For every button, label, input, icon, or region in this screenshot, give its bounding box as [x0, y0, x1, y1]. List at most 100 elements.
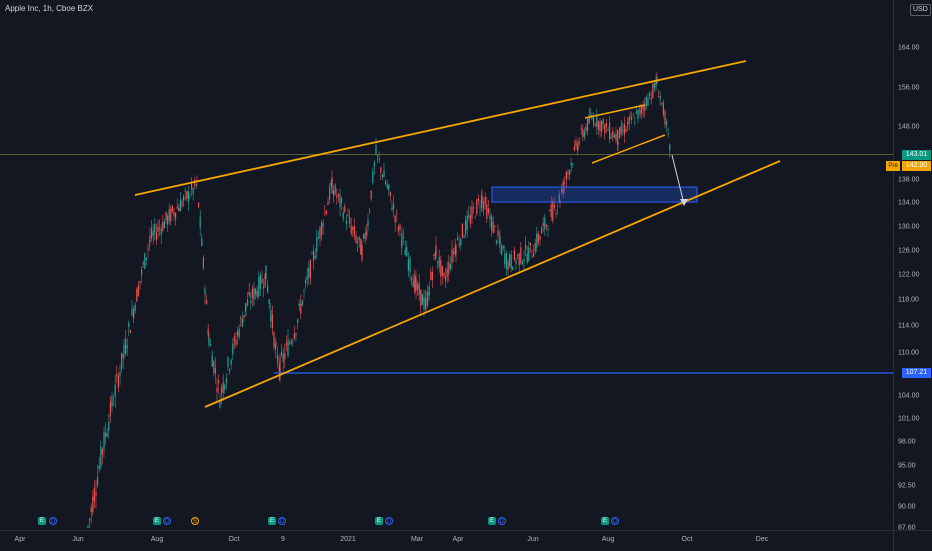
- demand-zone[interactable]: [491, 186, 698, 203]
- candle-body: [441, 265, 443, 276]
- candle-body: [494, 225, 496, 227]
- candle-body: [428, 286, 430, 296]
- candle-body: [373, 162, 375, 167]
- candle-body: [357, 241, 359, 244]
- candle-body: [597, 121, 599, 130]
- candle-body: [230, 359, 232, 365]
- candle-body: [517, 255, 519, 257]
- candle-body: [449, 264, 451, 269]
- earnings-marker[interactable]: E: [153, 517, 161, 525]
- earnings-marker[interactable]: E: [488, 517, 496, 525]
- candle-body: [479, 206, 481, 208]
- dividend-marker[interactable]: D: [498, 517, 506, 525]
- candle-body: [577, 141, 579, 150]
- axis-corner: [893, 530, 932, 551]
- price-tick-label: 114.00: [898, 322, 919, 330]
- earnings-marker[interactable]: E: [601, 517, 609, 525]
- candle-body: [473, 207, 475, 209]
- channel-upper-line[interactable]: [584, 104, 646, 119]
- time-axis[interactable]: Apr Jun Aug Oct 9 2021 Mar Apr Jun Aug Oct Dec: [0, 530, 893, 551]
- upper-trendline[interactable]: [134, 60, 747, 196]
- candle-body: [521, 261, 523, 265]
- candle-body: [617, 141, 619, 145]
- candle-body: [316, 237, 318, 252]
- candle-body: [100, 446, 102, 468]
- candle-body: [147, 248, 149, 250]
- candle-body: [396, 213, 398, 215]
- candle-body: [111, 396, 113, 407]
- candle-body: [401, 232, 403, 240]
- candle-body: [443, 273, 445, 277]
- earnings-marker[interactable]: E: [268, 517, 276, 525]
- candle-body: [157, 226, 159, 232]
- candle-body: [298, 303, 300, 306]
- candle-body: [250, 301, 252, 303]
- candle-body: [339, 194, 341, 207]
- candle-body: [629, 115, 631, 117]
- candle-body: [186, 191, 188, 199]
- candle-body: [198, 202, 200, 208]
- price-chart[interactable]: [0, 0, 893, 530]
- candle-body: [290, 341, 292, 344]
- currency-badge[interactable]: USD: [910, 4, 931, 16]
- candle-body: [142, 263, 144, 265]
- candle-body: [404, 249, 406, 256]
- candle-body: [378, 159, 380, 161]
- price-tick-label: 95.00: [898, 462, 916, 470]
- candle-body: [569, 170, 571, 175]
- price-axis[interactable]: 164.00 156.00 148.00 138.00 134.00 130.00 126.…: [893, 0, 932, 532]
- candle-body: [463, 236, 465, 238]
- candle-body: [423, 297, 425, 310]
- split-marker[interactable]: S: [191, 517, 199, 525]
- candle-body: [297, 319, 299, 324]
- candle-body: [555, 213, 557, 214]
- candle-body: [108, 422, 110, 432]
- dividend-marker[interactable]: D: [385, 517, 393, 525]
- candle-body: [510, 254, 512, 269]
- channel-lower-line[interactable]: [591, 134, 666, 164]
- candle-body: [243, 315, 245, 318]
- symbol-title[interactable]: Apple Inc, 1h, Cboe BZX: [5, 4, 94, 13]
- candle-body: [627, 121, 629, 124]
- candle-body: [367, 220, 369, 226]
- candle-body: [275, 342, 277, 345]
- dividend-marker[interactable]: D: [278, 517, 286, 525]
- candle-body: [457, 238, 459, 241]
- candle-body: [542, 222, 544, 226]
- candle-body: [311, 253, 313, 255]
- earnings-marker[interactable]: E: [375, 517, 383, 525]
- candle-body: [613, 135, 615, 138]
- candle-body: [644, 104, 646, 111]
- candle-body: [173, 211, 175, 217]
- dividend-marker[interactable]: D: [611, 517, 619, 525]
- dividend-marker[interactable]: D: [163, 517, 171, 525]
- price-tick-label: 110.00: [898, 349, 919, 357]
- candle-body: [620, 125, 622, 134]
- candle-body: [628, 117, 630, 125]
- candle-body: [474, 217, 476, 218]
- candle-body: [468, 215, 470, 218]
- candle-body: [327, 202, 329, 205]
- candle-body: [433, 253, 435, 257]
- price-tick-label: 130.00: [898, 223, 920, 231]
- candle-body: [152, 231, 154, 236]
- candle-body: [625, 128, 627, 133]
- candle-body: [206, 299, 208, 305]
- candle-body: [641, 105, 643, 114]
- dividend-marker[interactable]: D: [49, 517, 57, 525]
- candle-body: [380, 167, 382, 173]
- candle-body: [183, 196, 185, 201]
- candle-body: [518, 253, 520, 266]
- candle-body: [631, 116, 633, 121]
- candle-body: [534, 243, 536, 252]
- candle-body: [501, 245, 503, 255]
- price-tick-label: 126.00: [898, 247, 920, 255]
- earnings-marker[interactable]: E: [38, 517, 46, 525]
- candle-body: [425, 300, 427, 302]
- candle-body: [232, 343, 234, 355]
- candle-body: [317, 237, 319, 239]
- projection-arrow[interactable]: [671, 154, 685, 205]
- candle-body: [350, 225, 352, 234]
- candle-body: [216, 387, 218, 392]
